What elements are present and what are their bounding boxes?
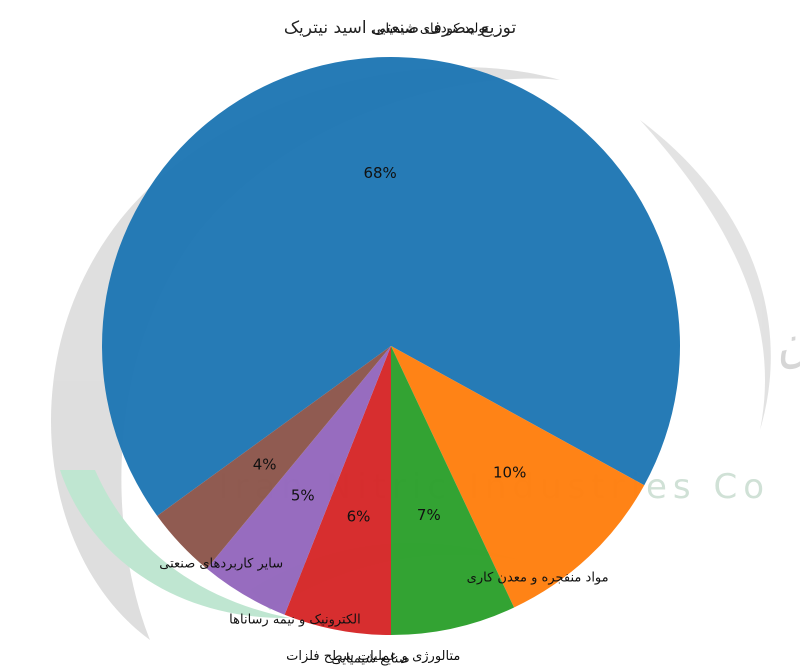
pie-slice-3 — [391, 346, 515, 635]
pie-percent-label-6: 4% — [253, 456, 277, 474]
pie-percent-labels: 68% 10% 7% 6% 5% 4% — [253, 164, 527, 525]
pie-slice-6 — [157, 346, 391, 569]
pie-percent-label-4: 6% — [347, 507, 371, 525]
pie-percent-label-2: 10% — [493, 463, 526, 481]
pie-percent-label-5: 5% — [291, 486, 315, 504]
pie-slice-5 — [206, 346, 391, 615]
pie-slice-2 — [391, 346, 645, 608]
pie-slice-4 — [284, 346, 391, 635]
watermark-green-swoosh — [60, 470, 290, 619]
pie-category-label-4: صنایع شیمیایی — [331, 651, 409, 666]
pie-category-label-5: الکترونیک و نیمه رسانا‌ها — [229, 613, 361, 628]
pie-category-label-3: متالورژی و عملیات سطح فلزات — [286, 649, 460, 664]
pie-slice-1 — [101, 56, 681, 516]
pie-slices — [101, 56, 681, 635]
pie-category-label-2: مواد منفجره و معدن کاری — [467, 571, 609, 586]
chart-title: توزیع مصرف صنعتی اسید نیتریک — [284, 18, 517, 38]
watermark-company-fa: شرکت صنایع نیتریک ایران — [768, 207, 800, 377]
pie-percent-label-1: 68% — [363, 164, 396, 182]
pie-category-label-1: تولید کودهای شیمیایی — [371, 22, 489, 37]
pie-category-labels: تولید کودهای شیمیایی مواد منفجره و معدن ک… — [159, 22, 608, 666]
watermark-grey-swoosh-right — [640, 120, 771, 430]
pie-percent-label-3: 7% — [417, 506, 441, 524]
pie-category-label-6: سایر کاربردهای صنعتی — [159, 557, 283, 572]
